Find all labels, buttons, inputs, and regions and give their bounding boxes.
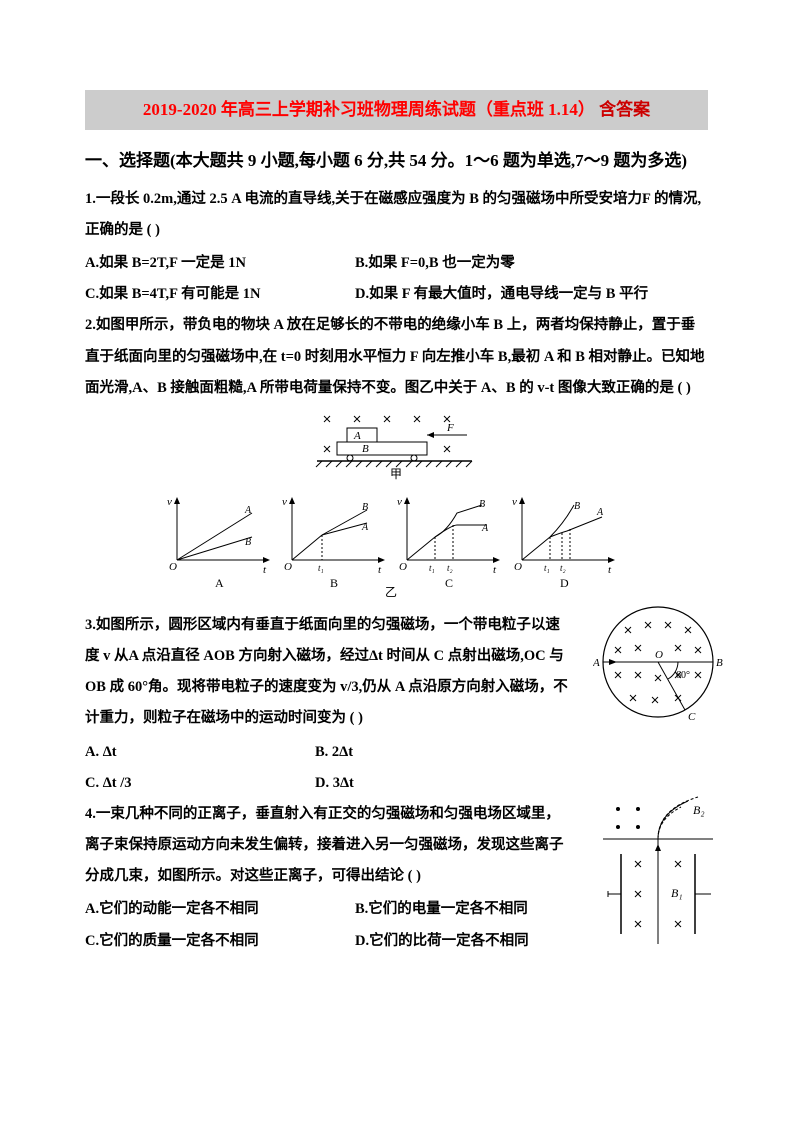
q2-fig-top: A B F 甲 bbox=[85, 410, 708, 480]
svg-text:A: A bbox=[596, 507, 604, 518]
q2-fig-graphs: v O t A B A v O t B A t₁ B bbox=[85, 490, 708, 600]
svg-text:O: O bbox=[514, 561, 522, 573]
svg-text:B: B bbox=[574, 501, 580, 512]
svg-text:C: C bbox=[445, 576, 453, 590]
svg-text:O: O bbox=[284, 561, 292, 573]
q1-row2: C.如果 B=4T,F 有可能是 1N D.如果 F 有最大值时，通电导线一定与… bbox=[85, 279, 708, 310]
q3-D: D. 3Δt bbox=[315, 768, 545, 799]
svg-text:B₂: B₂ bbox=[693, 803, 705, 817]
q3-stem: 3.如图所示，圆形区域内有垂直于纸面向里的匀强磁场，一个带电粒子以速度 v 从A… bbox=[85, 610, 573, 735]
svg-text:v: v bbox=[397, 496, 402, 508]
svg-text:v: v bbox=[282, 496, 287, 508]
q4-B: B.它们的电量一定各不相同 bbox=[355, 894, 573, 925]
q3-row2: C. Δt /3 D. 3Δt bbox=[85, 768, 573, 799]
q3-row1: A. Δt B. 2Δt bbox=[85, 737, 573, 768]
title-part1: 2019-2020 年高三上学期补习班物理周练试题（重点班 1.14） bbox=[143, 100, 595, 119]
svg-text:B: B bbox=[330, 576, 338, 590]
q2-graphs-svg: v O t A B A v O t B A t₁ B bbox=[157, 490, 637, 600]
page-title: 2019-2020 年高三上学期补习班物理周练试题（重点班 1.14） 含答案 bbox=[85, 90, 708, 130]
svg-text:B: B bbox=[479, 499, 485, 510]
q2-label-B: B bbox=[362, 443, 369, 455]
q1-D: D.如果 F 有最大值时，通电导线一定与 B 平行 bbox=[355, 279, 708, 310]
svg-text:B₁: B₁ bbox=[671, 886, 683, 900]
svg-text:t: t bbox=[608, 564, 612, 576]
svg-text:60°: 60° bbox=[676, 670, 690, 681]
svg-text:D: D bbox=[560, 576, 569, 590]
q3-C: C. Δt /3 bbox=[85, 768, 315, 799]
svg-text:B: B bbox=[716, 657, 723, 669]
q4-block: 4.一束几种不同的正离子，垂直射入有正交的匀强磁场和匀强电场区域里，离子束保持原… bbox=[85, 799, 708, 957]
svg-text:A: A bbox=[244, 505, 252, 516]
q3-B: B. 2Δt bbox=[315, 737, 545, 768]
svg-text:t: t bbox=[263, 564, 267, 576]
svg-text:t₁: t₁ bbox=[318, 563, 324, 573]
q4-A: A.它们的动能一定各不相同 bbox=[85, 894, 355, 925]
q3-block: 3.如图所示，圆形区域内有垂直于纸面向里的匀强磁场，一个带电粒子以速度 v 从A… bbox=[85, 610, 708, 799]
svg-text:A: A bbox=[481, 523, 489, 534]
svg-text:v: v bbox=[512, 496, 517, 508]
q4-stem: 4.一束几种不同的正离子，垂直射入有正交的匀强磁场和匀强电场区域里，离子束保持原… bbox=[85, 799, 573, 893]
q4-D: D.它们的比荷一定各不相同 bbox=[355, 926, 573, 957]
svg-text:O: O bbox=[655, 649, 663, 661]
q1-B: B.如果 F=0,B 也一定为零 bbox=[355, 248, 708, 279]
q4-C: C.它们的质量一定各不相同 bbox=[85, 926, 355, 957]
q2-label-A: A bbox=[353, 430, 361, 442]
q1-C: C.如果 B=4T,F 有可能是 1N bbox=[85, 279, 355, 310]
q4-row1: A.它们的动能一定各不相同 B.它们的电量一定各不相同 bbox=[85, 894, 573, 925]
q4-row2: C.它们的质量一定各不相同 D.它们的比荷一定各不相同 bbox=[85, 926, 573, 957]
svg-text:O: O bbox=[399, 561, 407, 573]
svg-text:B: B bbox=[245, 537, 251, 548]
svg-text:A: A bbox=[593, 657, 600, 669]
q2-caption: 乙 bbox=[385, 585, 397, 599]
svg-text:A: A bbox=[361, 522, 369, 533]
q2-stem: 2.如图甲所示，带负电的物块 A 放在足够长的不带电的绝缘小车 B 上，两者均保… bbox=[85, 310, 708, 404]
svg-text:t₁: t₁ bbox=[429, 563, 435, 573]
q4-figure: B₂ B₁ bbox=[593, 789, 723, 960]
svg-text:v: v bbox=[167, 496, 172, 508]
svg-text:t₂: t₂ bbox=[560, 563, 566, 573]
q1-A: A.如果 B=2T,F 一定是 1N bbox=[85, 248, 355, 279]
svg-text:O: O bbox=[169, 561, 177, 573]
svg-text:C: C bbox=[688, 711, 696, 723]
svg-text:A: A bbox=[215, 576, 224, 590]
svg-text:B: B bbox=[362, 502, 368, 513]
svg-text:t: t bbox=[378, 564, 382, 576]
svg-text:t₂: t₂ bbox=[447, 563, 453, 573]
svg-text:t₁: t₁ bbox=[544, 563, 550, 573]
svg-text:t: t bbox=[493, 564, 497, 576]
q2-cap-top: 甲 bbox=[390, 467, 402, 480]
title-part2: 含答案 bbox=[595, 100, 650, 119]
section-heading: 一、选择题(本大题共 9 小题,每小题 6 分,共 54 分。1～6 题为单选,… bbox=[85, 144, 708, 178]
q3-A: A. Δt bbox=[85, 737, 315, 768]
q1-row1: A.如果 B=2T,F 一定是 1N B.如果 F=0,B 也一定为零 bbox=[85, 248, 708, 279]
q2-label-F: F bbox=[446, 422, 454, 434]
q2-top-svg: A B F 甲 bbox=[292, 410, 502, 480]
q3-figure: A O B C 60° bbox=[593, 600, 728, 746]
q1-stem: 1.一段长 0.2m,通过 2.5 A 电流的直导线,关于在磁感应强度为 B 的… bbox=[85, 184, 708, 246]
